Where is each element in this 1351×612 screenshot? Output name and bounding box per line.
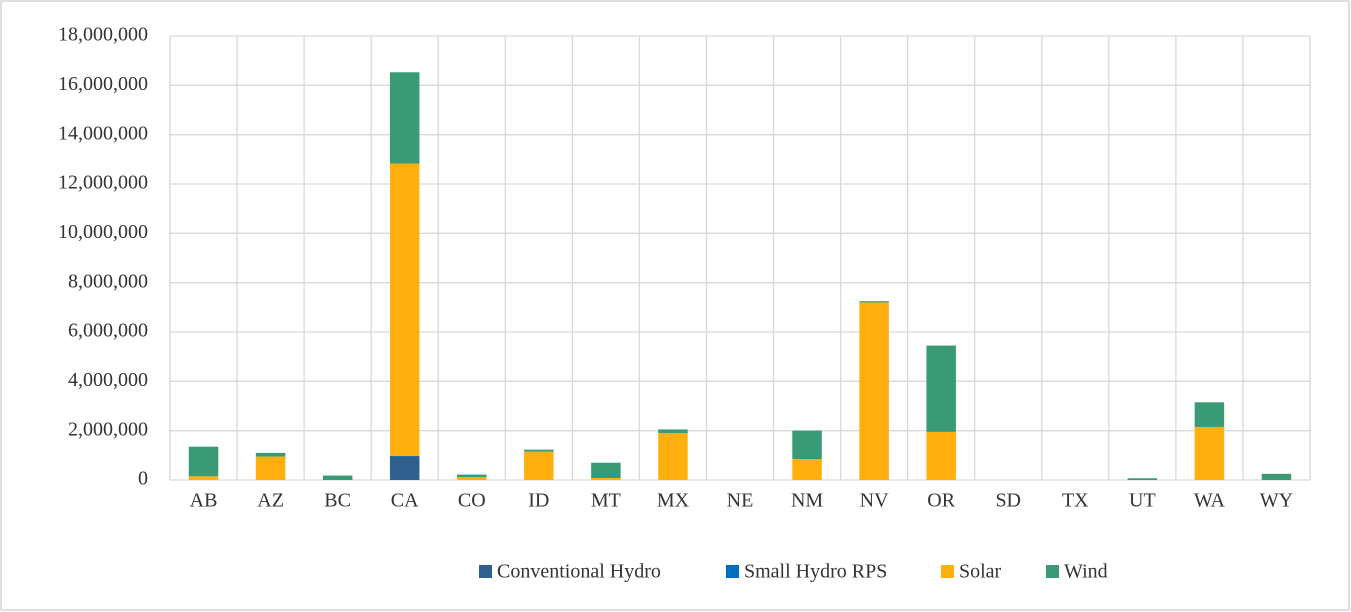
x-tick-label: WY (1260, 490, 1293, 512)
bar-segment (658, 429, 688, 434)
x-tick-label: MT (591, 490, 621, 512)
y-tick-label: 8,000,000 (68, 270, 148, 292)
x-tick-label: CO (458, 490, 486, 512)
bar-segment (255, 452, 286, 457)
y-tick-label: 18,000,000 (58, 24, 148, 46)
bar-segment (188, 446, 219, 477)
legend-swatch (726, 565, 739, 578)
legend-label: Solar (959, 561, 1002, 583)
x-tick-label: NV (860, 490, 889, 512)
x-tick-label: BC (324, 490, 351, 512)
y-tick-label: 6,000,000 (68, 320, 148, 342)
x-tick-label: ID (528, 490, 549, 512)
bar-segment (389, 72, 420, 164)
bar-segment (1194, 402, 1225, 427)
legend-swatch (1046, 565, 1059, 578)
bar-segment (389, 456, 420, 480)
y-tick-label: 0 (138, 468, 148, 490)
bar-segment (389, 455, 420, 457)
x-tick-label: TX (1062, 490, 1089, 512)
bar-segment (322, 475, 353, 480)
x-tick-label: OR (927, 490, 955, 512)
bar-segment (792, 459, 822, 480)
bar-segment (658, 433, 688, 480)
y-tick-label: 10,000,000 (58, 221, 148, 243)
bar-segment (389, 163, 420, 456)
legend-label: Wind (1064, 561, 1108, 583)
y-tick-label: 2,000,000 (68, 418, 148, 440)
y-tick-label: 16,000,000 (58, 73, 148, 95)
x-tick-label: NE (727, 490, 754, 512)
x-tick-label: AZ (257, 490, 284, 512)
bar-segment (859, 301, 889, 303)
legend-swatch (479, 565, 492, 578)
x-tick-label: NM (791, 490, 823, 512)
x-tick-label: UT (1129, 490, 1156, 512)
bar-segment (591, 478, 621, 480)
bar-segment (792, 430, 822, 460)
x-tick-label: CA (391, 490, 419, 512)
bar-segment (926, 431, 956, 480)
bar-segment (524, 451, 554, 480)
bar-segment (255, 456, 286, 480)
bar-segment (926, 345, 956, 432)
x-tick-label: AB (190, 490, 218, 512)
bar-segment (1194, 426, 1225, 480)
bar-segment (188, 476, 219, 480)
bar-segment (591, 462, 621, 479)
y-tick-label: 14,000,000 (58, 122, 148, 144)
bar-segment (457, 477, 487, 480)
bar-segment (859, 302, 889, 480)
legend-label: Conventional Hydro (497, 561, 661, 583)
y-tick-label: 4,000,000 (68, 369, 148, 391)
y-tick-label: 12,000,000 (58, 172, 148, 194)
x-tick-label: MX (657, 490, 690, 512)
bar-segment (1261, 473, 1292, 480)
legend-label: Small Hydro RPS (744, 561, 887, 583)
legend-swatch (941, 565, 954, 578)
bar-segment (524, 449, 554, 452)
bar-segment (457, 474, 487, 478)
bar-segment (1127, 478, 1158, 480)
x-tick-label: SD (995, 490, 1021, 512)
x-tick-label: WA (1194, 490, 1226, 512)
